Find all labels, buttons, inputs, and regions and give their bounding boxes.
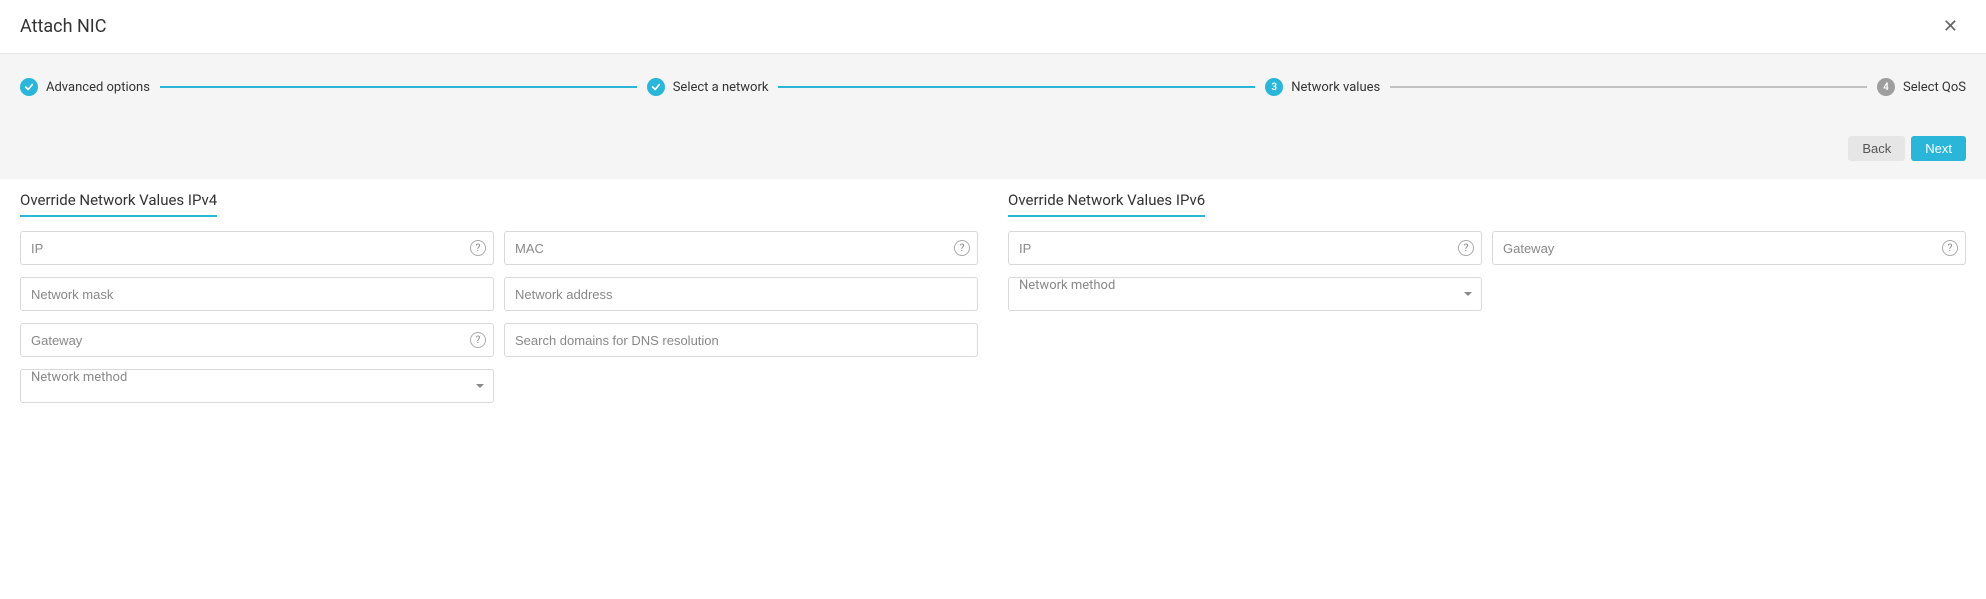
step-network-values[interactable]: 3 Network values: [1265, 78, 1380, 96]
ipv4-mask-input[interactable]: [20, 277, 494, 311]
check-icon: [647, 78, 665, 96]
ipv4-mac-input[interactable]: [504, 231, 978, 265]
help-icon[interactable]: ?: [470, 240, 486, 256]
modal-title: Attach NIC: [20, 16, 106, 37]
help-icon[interactable]: ?: [954, 240, 970, 256]
help-icon[interactable]: ?: [470, 332, 486, 348]
ipv4-dns-input[interactable]: [504, 323, 978, 357]
ipv6-gateway-input[interactable]: [1492, 231, 1966, 265]
ipv6-heading: Override Network Values IPv6: [1008, 191, 1205, 217]
ipv4-method-select[interactable]: Network method: [20, 369, 494, 403]
ipv6-ip-input[interactable]: [1008, 231, 1482, 265]
ipv6-method-select[interactable]: Network method: [1008, 277, 1482, 311]
step-label: Advanced options: [46, 80, 150, 95]
ipv4-heading: Override Network Values IPv4: [20, 191, 217, 217]
help-icon[interactable]: ?: [1942, 240, 1958, 256]
ipv4-address-input[interactable]: [504, 277, 978, 311]
step-select-network[interactable]: Select a network: [647, 78, 769, 96]
ipv4-gateway-input[interactable]: [20, 323, 494, 357]
step-advanced-options[interactable]: Advanced options: [20, 78, 150, 96]
step-label: Network values: [1291, 80, 1380, 95]
wizard-bar: Advanced options Select a network 3 Netw…: [0, 54, 1986, 179]
wizard-actions: Back Next: [20, 136, 1966, 161]
close-button[interactable]: ✕: [1935, 12, 1966, 41]
step-label: Select QoS: [1903, 80, 1966, 95]
step-line: [1390, 86, 1867, 88]
step-line: [778, 86, 1255, 88]
ipv6-column: Override Network Values IPv6 ? ? Network…: [1008, 191, 1966, 415]
ipv4-column: Override Network Values IPv4 ? ? ?: [20, 191, 978, 415]
ipv4-ip-input[interactable]: [20, 231, 494, 265]
next-button[interactable]: Next: [1911, 136, 1966, 161]
wizard-steps: Advanced options Select a network 3 Netw…: [20, 78, 1966, 96]
step-number-icon: 4: [1877, 78, 1895, 96]
check-icon: [20, 78, 38, 96]
step-label: Select a network: [673, 80, 769, 95]
back-button[interactable]: Back: [1848, 136, 1905, 161]
step-select-qos[interactable]: 4 Select QoS: [1877, 78, 1966, 96]
close-icon: ✕: [1943, 16, 1958, 36]
help-icon[interactable]: ?: [1458, 240, 1474, 256]
step-number-icon: 3: [1265, 78, 1283, 96]
form-area: Override Network Values IPv4 ? ? ?: [0, 179, 1986, 435]
step-line: [160, 86, 637, 88]
modal-header: Attach NIC ✕: [0, 0, 1986, 54]
